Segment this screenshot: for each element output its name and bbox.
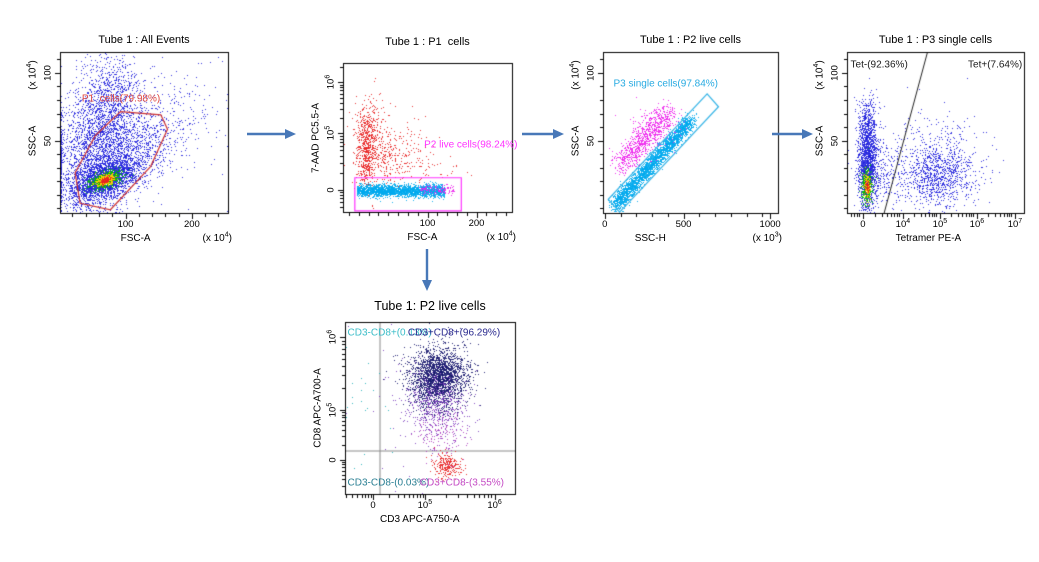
gate-label-p2-live-cells-cd3-cd8-0: CD3-CD8+(0.13%)	[347, 327, 432, 339]
x-tick-label: 0	[602, 219, 608, 230]
exponent: 3	[774, 231, 779, 239]
gate-label-p2-live-cells-0: P3 single cells(97.84%)	[613, 78, 719, 90]
x-tick-label: 1000	[759, 219, 781, 230]
x-tick-label: 104	[895, 217, 911, 230]
y-axis-multiplier: (x 104)	[569, 59, 582, 90]
y-axis-label: SSC-A	[814, 125, 826, 156]
y-axis-label: 7-AAD PC5.5-A	[310, 102, 322, 173]
y-axis-label: SSC-A	[27, 125, 39, 156]
exponent: 6	[324, 75, 332, 80]
y-axis-label: SSC-A	[570, 125, 582, 156]
x-axis-label: CD3 APC-A750-A	[380, 514, 460, 525]
x-tick-label: 200	[183, 219, 200, 230]
exponent: 5	[428, 498, 433, 506]
x-tick-label: 0	[370, 500, 376, 511]
arrow-p1-to-p2	[522, 129, 564, 139]
x-tick-label: 106	[487, 498, 502, 511]
x-axis-label: SSC-H	[634, 233, 666, 244]
scatter-canvas-p2-live-cells	[595, 48, 787, 222]
x-tick-label: 105	[932, 217, 948, 230]
exponent: 4	[26, 63, 34, 68]
plot-title: Tube 1: P2 live cells	[374, 299, 486, 313]
x-tick-label: 500	[675, 219, 692, 230]
gate-label-p2-live-cells-cd3-cd8-2: CD3-CD8-(0.03%)	[347, 477, 430, 489]
y-tick-label: 100	[585, 64, 597, 81]
gate-label-all-events-0: P1 cells(79.98%)	[81, 93, 161, 105]
y-tick-label: 50	[42, 135, 54, 146]
scatter-canvas-all-events	[52, 48, 237, 222]
gate-label-p2-live-cells-cd3-cd8-1: CD3+CD8+(96.29%)	[407, 327, 501, 339]
gate-label-p3-single-cells-0: Tet-(92.36%)	[850, 59, 908, 71]
exponent: 5	[326, 402, 334, 407]
exponent: 4	[224, 231, 229, 239]
x-tick-label: 0	[860, 219, 866, 230]
x-axis-multiplier: (x 104)	[202, 231, 232, 244]
exponent: 5	[943, 217, 948, 225]
arrow-all-events-to-p1	[247, 129, 296, 139]
y-tick-label: 50	[585, 135, 597, 146]
y-tick-label: 105	[324, 125, 337, 141]
x-axis-multiplier: (x 104)	[486, 230, 516, 243]
gate-label-p2-live-cells-cd3-cd8-3: CD3+CD8-(3.55%)	[419, 477, 504, 489]
scatter-canvas-p1-cells	[335, 59, 521, 221]
y-tick-label: 100	[42, 64, 54, 81]
exponent: 6	[497, 498, 502, 506]
y-tick-label: 106	[324, 75, 337, 90]
plot-title: Tube 1 : All Events	[98, 34, 190, 46]
x-tick-label: 105	[417, 498, 433, 511]
x-tick-label: 106	[969, 217, 985, 230]
x-axis-multiplier: (x 103)	[752, 231, 782, 244]
gate-label-p3-single-cells-1: Tet+(7.64%)	[968, 59, 1023, 71]
exponent: 6	[326, 330, 334, 335]
exponent: 4	[569, 63, 577, 68]
y-tick-label: 106	[326, 330, 339, 345]
x-tick-label: 100	[117, 219, 134, 230]
x-axis-label: FSC-A	[120, 233, 151, 244]
y-tick-label: 100	[829, 64, 841, 81]
y-tick-label: 50	[829, 135, 841, 146]
exponent: 5	[324, 125, 332, 130]
gate-label-p1-cells-0: P2 live cells(98.24%)	[424, 139, 518, 151]
y-tick-label: 0	[325, 186, 337, 193]
plot-title: Tube 1 : P3 single cells	[878, 34, 993, 46]
plot-title: Tube 1 : P2 live cells	[639, 34, 742, 46]
plot-title: Tube 1 : P1 cells	[385, 36, 470, 48]
y-tick-label: 105	[326, 402, 339, 417]
y-axis-multiplier: (x 104)	[813, 59, 826, 90]
scatter-canvas-p2-live-cells-cd3-cd8	[337, 318, 524, 503]
exponent: 4	[508, 230, 513, 238]
x-axis-label: FSC-A	[407, 232, 438, 243]
y-tick-label: 0	[327, 456, 339, 463]
y-axis-multiplier: (x 104)	[26, 59, 39, 90]
exponent: 7	[1018, 217, 1023, 225]
exponent: 4	[906, 217, 911, 225]
y-axis-label: CD8 APC-A700-A	[312, 368, 324, 448]
exponent: 4	[813, 63, 821, 68]
x-axis-label: Tetramer PE-A	[895, 233, 962, 244]
arrow-p1-down-to-cd3cd8	[422, 249, 432, 291]
x-tick-label: 200	[468, 218, 485, 229]
exponent: 6	[980, 217, 985, 225]
scatter-canvas-p3-single-cells	[839, 48, 1033, 222]
x-tick-label: 100	[419, 218, 436, 229]
x-tick-label: 107	[1007, 217, 1023, 230]
